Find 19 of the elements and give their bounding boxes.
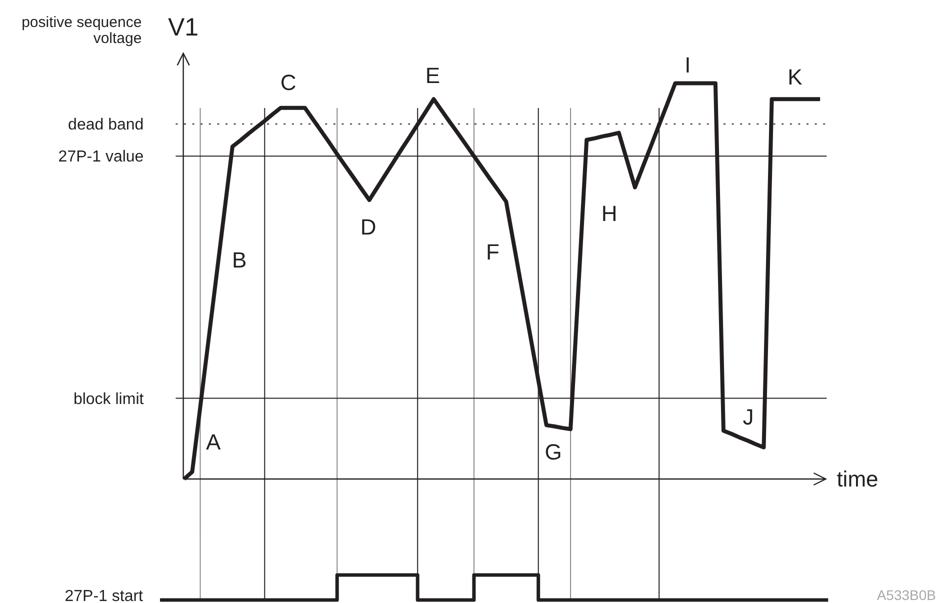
annotation: K [788,64,803,90]
annotation: A [206,429,221,454]
chart-title: positive sequence voltage [22,14,142,47]
annotation: F [486,239,500,264]
text: A533B0B [876,587,936,603]
ref-line-label: dead band [68,116,144,134]
annotation: D [360,214,376,240]
annotation: E [425,63,440,88]
annotation: B [232,248,247,273]
x-axis-title: time [836,466,878,492]
annotation: H [601,201,618,226]
annotation: C [280,70,296,95]
ref-line-label: 27P-1 value [58,148,144,166]
annotation: J [742,404,754,430]
text: I [684,52,691,78]
ref-line-label: block limit [73,390,144,408]
annotation: G [544,439,562,464]
series-label: 27P-1 start [64,588,144,603]
y-axis-title: V1 [168,13,199,42]
